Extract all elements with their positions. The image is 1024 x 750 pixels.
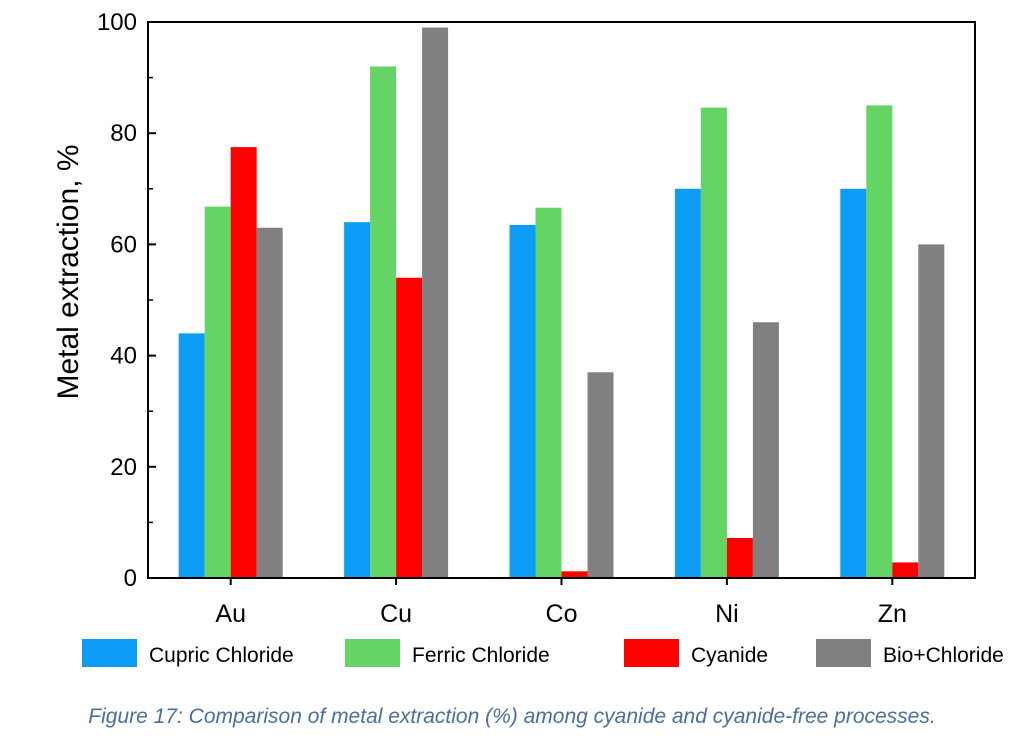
y-tick-label: 100	[97, 9, 137, 36]
legend-label: Bio+Chloride	[883, 644, 1004, 667]
legend-swatch	[345, 639, 400, 667]
bar	[561, 571, 588, 578]
legend-swatch	[82, 639, 137, 667]
bar	[587, 372, 614, 578]
bar	[509, 224, 536, 578]
bar	[204, 206, 231, 579]
bar	[344, 222, 371, 578]
y-tick-label: 60	[110, 231, 137, 258]
bar	[752, 322, 779, 578]
bar	[535, 207, 562, 579]
x-tick-label: Ni	[715, 600, 739, 628]
bar	[726, 537, 753, 578]
bar	[700, 107, 727, 579]
bar	[892, 562, 919, 578]
bar	[178, 333, 205, 578]
x-axis: Au Cu Co Ni Zn	[215, 578, 907, 628]
bar	[422, 27, 449, 579]
bar	[674, 188, 701, 579]
y-tick-label: 40	[110, 343, 137, 370]
bar	[840, 188, 867, 579]
y-axis: 0 20 40 60 80 100	[97, 9, 156, 592]
y-tick-label: 20	[110, 454, 137, 481]
x-tick-label: Zn	[878, 600, 907, 628]
bar	[256, 227, 283, 578]
legend-label: Cyanide	[691, 644, 768, 667]
bar	[230, 147, 257, 578]
legend-swatch	[816, 639, 871, 667]
x-tick-label: Cu	[380, 600, 412, 628]
bar	[396, 277, 423, 578]
bar	[866, 105, 893, 579]
legend-label: Cupric Chloride	[149, 644, 294, 667]
legend: Cupric Chloride Ferric Chloride Cyanide Bio…	[82, 639, 1004, 667]
bar	[370, 66, 397, 578]
bar	[918, 244, 945, 578]
figure-caption: Figure 17: Comparison of metal extractio…	[88, 705, 936, 728]
bars-group	[178, 27, 945, 579]
y-axis-title: Metal extraction, %	[52, 144, 85, 399]
x-tick-label: Au	[215, 600, 246, 628]
x-tick-label: Co	[546, 600, 578, 628]
bar-chart: 0 20 40 60 80 100 Au Cu Co Ni Zn Metal extraction…	[52, 9, 1004, 667]
legend-swatch	[624, 639, 679, 667]
legend-label: Ferric Chloride	[412, 644, 550, 667]
y-tick-label: 80	[110, 120, 137, 147]
y-tick-label: 0	[124, 565, 137, 592]
